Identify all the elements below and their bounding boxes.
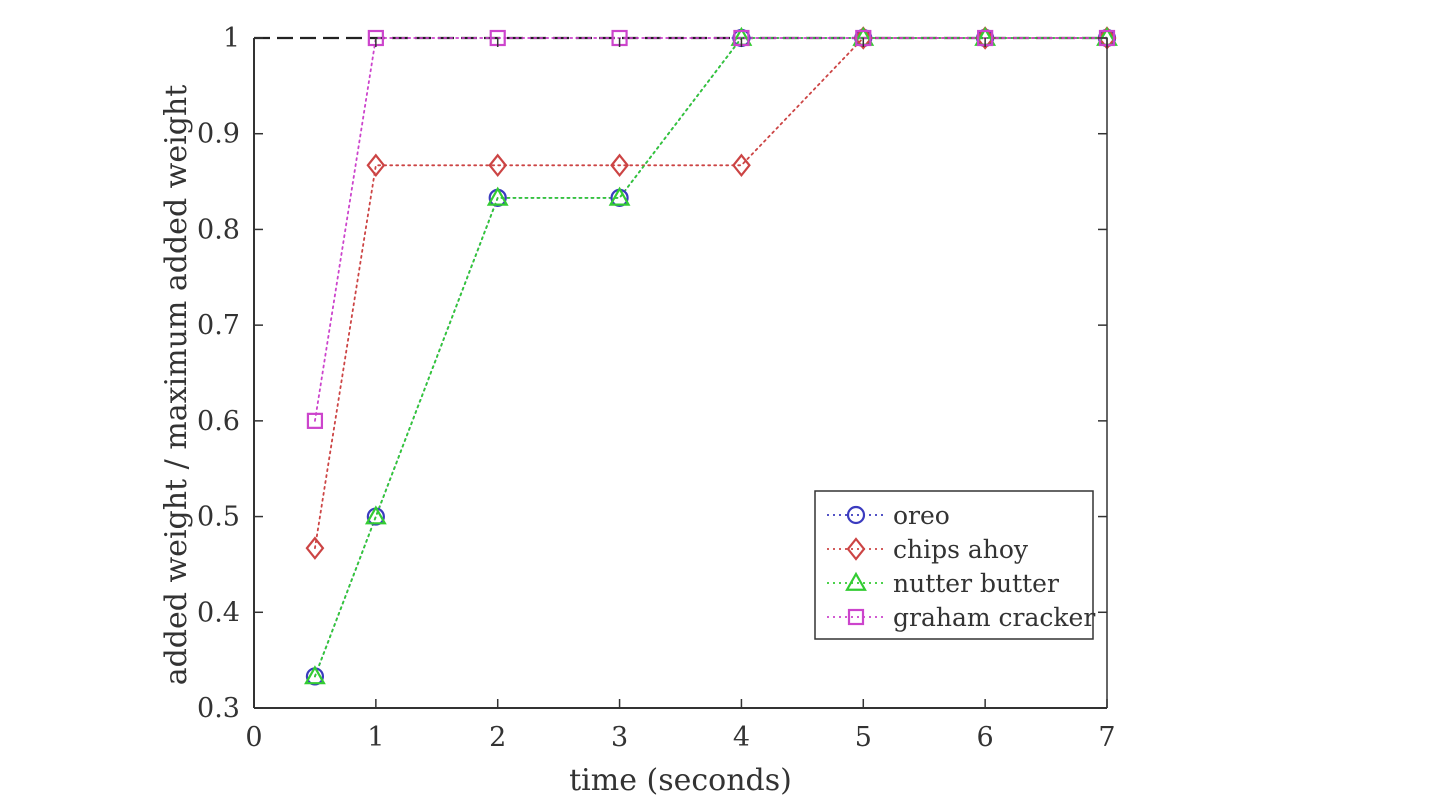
series-nutter-butter xyxy=(314,37,1108,678)
axes-layer: 0 1 2 3 4 5 6 7 0.3 0.4 0.5 0.6 0.7 0.8 0.9 1 time (seco… xyxy=(159,23,1116,798)
legend-entry: oreo xyxy=(827,501,950,530)
series-line xyxy=(314,37,1108,422)
x-tick-label: 1 xyxy=(367,722,384,753)
legend-box xyxy=(814,490,1094,640)
x-tick-label: 6 xyxy=(977,722,994,753)
markers-graham-cracker xyxy=(306,29,1116,429)
data-point xyxy=(364,505,387,525)
legend-entry: graham cracker xyxy=(827,603,1095,632)
x-tick-label: 3 xyxy=(611,722,628,753)
x-tick-label: 4 xyxy=(733,722,750,753)
x-tick-label: 5 xyxy=(855,722,872,753)
series-chips-ahoy xyxy=(314,37,1108,550)
markers-chips-ahoy xyxy=(305,26,1117,560)
x-axis-title: time (seconds) xyxy=(569,763,792,798)
legend: oreo chips ahoy nutter butter graham cracke… xyxy=(814,490,1095,640)
x-tick-label: 2 xyxy=(489,722,506,753)
legend-entry: nutter butter xyxy=(827,569,1059,598)
y-tick-label: 0.5 xyxy=(197,502,240,533)
legend-marker xyxy=(845,571,867,591)
y-tick-label: 0.9 xyxy=(197,119,240,150)
x-tick-label: 0 xyxy=(245,722,262,753)
series-graham-cracker xyxy=(314,37,1108,422)
data-point xyxy=(608,186,631,206)
legend-label: chips ahoy xyxy=(893,535,1029,564)
legend-entry: chips ahoy xyxy=(827,535,1029,564)
series-line xyxy=(314,37,1108,550)
data-point xyxy=(305,536,325,560)
series-line xyxy=(314,37,1108,678)
y-tick-label: 0.4 xyxy=(197,597,240,628)
y-axis-title: added weight / maximum added weight xyxy=(159,85,194,686)
legend-label: graham cracker xyxy=(893,603,1095,632)
legend-label: oreo xyxy=(893,501,950,530)
series-layer xyxy=(304,26,1118,686)
data-point xyxy=(486,186,509,206)
legend-label: nutter butter xyxy=(893,569,1059,598)
y-tick-label: 0.6 xyxy=(197,406,240,437)
data-point xyxy=(304,665,326,685)
y-tick-label: 0.7 xyxy=(197,310,240,341)
data-point xyxy=(610,153,629,178)
y-tick-label: 0.8 xyxy=(197,214,240,245)
data-point xyxy=(853,26,873,50)
legend-marker xyxy=(846,537,866,561)
legend-marker xyxy=(846,505,866,525)
data-point xyxy=(306,412,324,429)
data-point xyxy=(975,26,995,50)
y-tick-label: 1 xyxy=(223,23,240,54)
data-point xyxy=(488,153,508,178)
data-point xyxy=(732,153,751,178)
data-point xyxy=(366,153,386,178)
legend-marker xyxy=(847,608,865,626)
y-tick-label: 0.3 xyxy=(197,693,240,724)
x-tick-label: 7 xyxy=(1098,722,1115,753)
